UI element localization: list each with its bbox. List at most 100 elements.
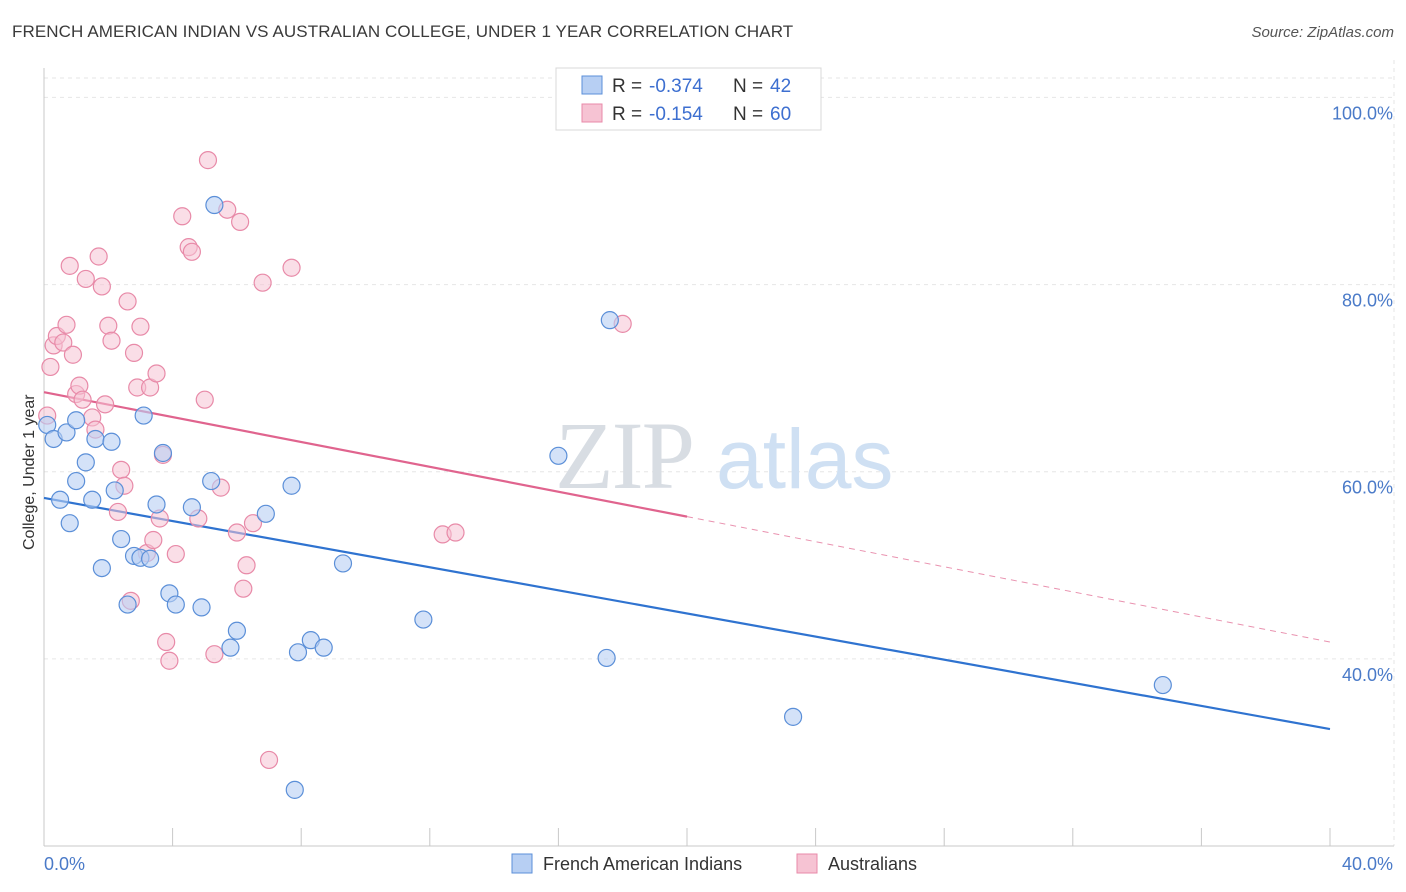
point-australians-17	[99, 316, 118, 335]
point-french-american-indians-17	[134, 406, 153, 425]
y-tick-label-0: 40.0%	[1342, 665, 1393, 685]
point-australians-1	[41, 357, 60, 377]
bottom-legend-blue-label: French American Indians	[543, 854, 742, 874]
point-australians-54	[446, 523, 465, 542]
point-australians-33	[157, 632, 176, 652]
point-australians-52	[282, 258, 301, 277]
point-french-american-indians-34	[314, 638, 333, 657]
point-australians-7	[63, 345, 83, 364]
bottom-legend-pink-label: Australians	[828, 854, 917, 874]
point-australians-11	[76, 269, 95, 289]
y-tick-labels: 40.0% 60.0% 80.0% 100.0%	[1332, 103, 1393, 684]
point-french-american-indians-23	[182, 498, 201, 517]
y-tick-label-3: 100.0%	[1332, 103, 1393, 123]
point-french-american-indians-22	[166, 595, 185, 614]
legend-blue-r-label: R =	[612, 76, 642, 97]
trend-line-australians-extrapolated	[686, 516, 1331, 643]
bottom-legend-blue-swatch	[511, 853, 533, 874]
point-australians-41	[198, 151, 218, 170]
point-australians-46	[231, 212, 250, 231]
point-french-american-indians-37	[549, 446, 568, 465]
point-australians-51	[259, 750, 279, 770]
point-australians-36	[173, 207, 192, 226]
point-australians-35	[166, 544, 185, 564]
point-australians-18	[102, 331, 121, 350]
legend-blue-r-value: -0.374	[649, 76, 703, 97]
legend-pink-n-value: 60	[770, 104, 791, 125]
legend-blue-n-value: 42	[770, 76, 791, 97]
point-french-american-indians-20	[153, 443, 173, 463]
point-australians-47	[234, 579, 253, 598]
point-french-american-indians-6	[67, 411, 86, 430]
french-american-indians-points	[38, 195, 1172, 799]
x-tick-label-1: 40.0%	[1342, 854, 1393, 874]
point-australians-20	[112, 460, 131, 479]
point-french-american-indians-41	[1153, 675, 1172, 695]
point-french-american-indians-26	[205, 195, 224, 215]
source-label: Source: ZipAtlas.com	[1251, 24, 1394, 41]
point-french-american-indians-39	[600, 311, 619, 330]
point-french-american-indians-4	[60, 514, 79, 533]
y-axis-label: College, Under 1 year	[21, 394, 38, 550]
stats-legend: R = -0.374 N = 42 R = -0.154 N = 60	[555, 67, 822, 131]
point-french-american-indians-12	[105, 481, 124, 500]
point-australians-6	[60, 256, 79, 275]
point-french-american-indians-9	[86, 429, 105, 449]
point-french-american-indians-3	[57, 423, 76, 442]
point-australians-26	[131, 317, 150, 336]
point-french-american-indians-40	[783, 707, 803, 726]
point-australians-19	[108, 502, 128, 522]
point-french-american-indians-36	[414, 610, 433, 629]
point-french-american-indians-2	[50, 490, 70, 509]
point-french-american-indians-30	[282, 476, 301, 495]
y-tick-label-1: 60.0%	[1342, 478, 1393, 498]
x-tick-label-0: 0.0%	[44, 854, 85, 874]
point-french-american-indians-14	[118, 595, 137, 614]
point-australians-24	[124, 343, 144, 362]
watermark-atlas: atlas	[716, 412, 893, 506]
x-tick-labels: 0.0% 40.0%	[44, 854, 1393, 874]
point-french-american-indians-29	[256, 504, 275, 523]
point-australians-34	[160, 651, 179, 670]
point-australians-50	[253, 273, 272, 292]
point-french-american-indians-28	[227, 621, 246, 640]
series-legend: French American Indians Australians	[511, 853, 917, 874]
point-australians-45	[227, 523, 246, 542]
legend-pink-swatch	[581, 103, 603, 123]
point-australians-40	[195, 390, 214, 409]
point-australians-4	[54, 333, 73, 352]
axes	[43, 68, 1394, 847]
point-french-american-indians-24	[192, 598, 211, 617]
point-australians-16	[95, 395, 115, 414]
point-french-american-indians-32	[288, 643, 308, 662]
point-french-american-indians-19	[147, 495, 166, 514]
point-australians-15	[92, 277, 111, 296]
point-french-american-indians-27	[221, 638, 240, 657]
watermark-zip: ZIP	[555, 402, 693, 509]
point-french-american-indians-13	[112, 529, 131, 549]
point-australians-30	[147, 364, 166, 383]
point-french-american-indians-38	[597, 648, 616, 668]
point-australians-49	[243, 514, 263, 533]
point-australians-29	[144, 530, 163, 550]
point-australians-38	[182, 242, 201, 261]
legend-pink-n-label: N =	[733, 104, 763, 125]
point-australians-22	[118, 292, 137, 311]
point-australians-48	[237, 556, 256, 575]
point-australians-14	[89, 247, 108, 266]
point-french-american-indians-8	[83, 490, 102, 509]
point-australians-10	[73, 390, 92, 409]
chart-title: FRENCH AMERICAN INDIAN VS AUSTRALIAN COL…	[12, 22, 794, 41]
point-french-american-indians-31	[285, 780, 304, 799]
point-french-american-indians-10	[92, 558, 111, 578]
trend-line-french-american-indians	[43, 496, 1331, 731]
point-french-american-indians-35	[333, 554, 353, 573]
y-tick-label-2: 80.0%	[1342, 291, 1393, 311]
point-french-american-indians-7	[76, 453, 95, 472]
legend-pink-r-value: -0.154	[649, 104, 703, 125]
point-french-american-indians-11	[102, 432, 121, 451]
point-french-american-indians-5	[67, 471, 86, 491]
legend-pink-r-label: R =	[612, 104, 642, 125]
point-french-american-indians-18	[140, 549, 160, 568]
